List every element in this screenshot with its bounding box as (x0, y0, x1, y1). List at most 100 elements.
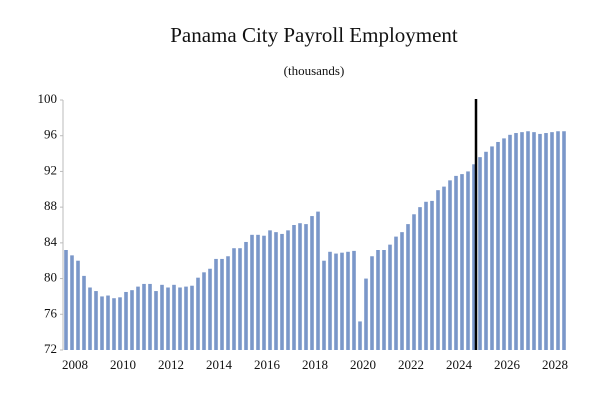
bar (436, 190, 440, 350)
bar (274, 232, 278, 350)
chart-title: Panama City Payroll Employment (170, 23, 458, 47)
x-tick-label: 2020 (350, 357, 376, 372)
x-tick-label: 2022 (398, 357, 424, 372)
bar (160, 284, 164, 350)
bar (352, 250, 356, 350)
bar (460, 174, 464, 350)
bar (508, 134, 512, 350)
bar (226, 256, 230, 350)
bar (130, 290, 134, 350)
bar (472, 164, 476, 350)
bar (256, 234, 260, 350)
bar (214, 258, 218, 350)
bar (304, 224, 308, 350)
bar (334, 253, 338, 350)
bar (208, 268, 212, 350)
bar (88, 287, 92, 350)
bar (340, 252, 344, 350)
bar (394, 236, 398, 350)
bar (514, 133, 518, 350)
bar (178, 287, 182, 350)
bar (136, 286, 140, 350)
bar (118, 297, 122, 350)
bar (316, 211, 320, 350)
bar (562, 131, 566, 350)
x-tick-label: 2018 (302, 357, 328, 372)
bar (496, 141, 500, 350)
bar (424, 201, 428, 350)
bar (526, 131, 530, 350)
bar (184, 286, 188, 350)
bar (154, 291, 158, 350)
bar (532, 132, 536, 350)
bar (238, 248, 242, 350)
bar (244, 241, 248, 350)
bar (196, 277, 200, 350)
x-tick-label: 2008 (62, 357, 88, 372)
bar (478, 157, 482, 350)
bar (550, 132, 554, 350)
bar (202, 272, 206, 350)
bar (172, 284, 176, 350)
bar (280, 233, 284, 350)
bar (70, 255, 74, 350)
bar (232, 248, 236, 350)
y-tick-label: 100 (38, 91, 58, 106)
bar (376, 250, 380, 350)
bar (430, 200, 434, 350)
bar (490, 146, 494, 350)
bar (286, 230, 290, 350)
bar (64, 250, 68, 350)
y-tick-label: 96 (44, 127, 58, 142)
bar (418, 207, 422, 350)
bar (502, 138, 506, 350)
bar (112, 298, 116, 350)
bar (124, 291, 128, 350)
x-tick-label: 2010 (110, 357, 136, 372)
bar (538, 133, 542, 350)
bar (412, 214, 416, 350)
bar (358, 321, 362, 350)
bar (322, 260, 326, 350)
bar (448, 180, 452, 350)
bar (364, 278, 368, 350)
bar (250, 234, 254, 350)
bar (556, 131, 560, 350)
x-tick-label: 2026 (494, 357, 521, 372)
bar (346, 251, 350, 350)
bar (454, 175, 458, 350)
y-tick-label: 72 (44, 341, 57, 356)
bar (466, 171, 470, 350)
bar (166, 287, 170, 350)
y-tick-label: 88 (44, 198, 57, 213)
bar (142, 283, 146, 350)
bar (544, 133, 548, 350)
bar (328, 251, 332, 350)
x-tick-label: 2024 (446, 357, 473, 372)
bar (310, 216, 314, 350)
bar (94, 291, 98, 350)
bar (106, 295, 110, 350)
bar (220, 258, 224, 350)
bar (262, 235, 266, 350)
y-tick-label: 76 (44, 305, 58, 320)
bar (442, 186, 446, 350)
bar (388, 244, 392, 350)
bar (382, 250, 386, 350)
bar (148, 283, 152, 350)
y-tick-label: 80 (44, 270, 57, 285)
bar (370, 256, 374, 350)
y-tick-label: 92 (44, 162, 57, 177)
bar (406, 224, 410, 350)
bar (100, 296, 104, 350)
bar (484, 151, 488, 350)
bar (268, 230, 272, 350)
bar (298, 223, 302, 350)
x-tick-label: 2014 (206, 357, 233, 372)
x-tick-label: 2028 (542, 357, 568, 372)
x-tick-label: 2016 (254, 357, 281, 372)
bar (190, 285, 194, 350)
bar (400, 232, 404, 350)
x-tick-label: 2012 (158, 357, 184, 372)
